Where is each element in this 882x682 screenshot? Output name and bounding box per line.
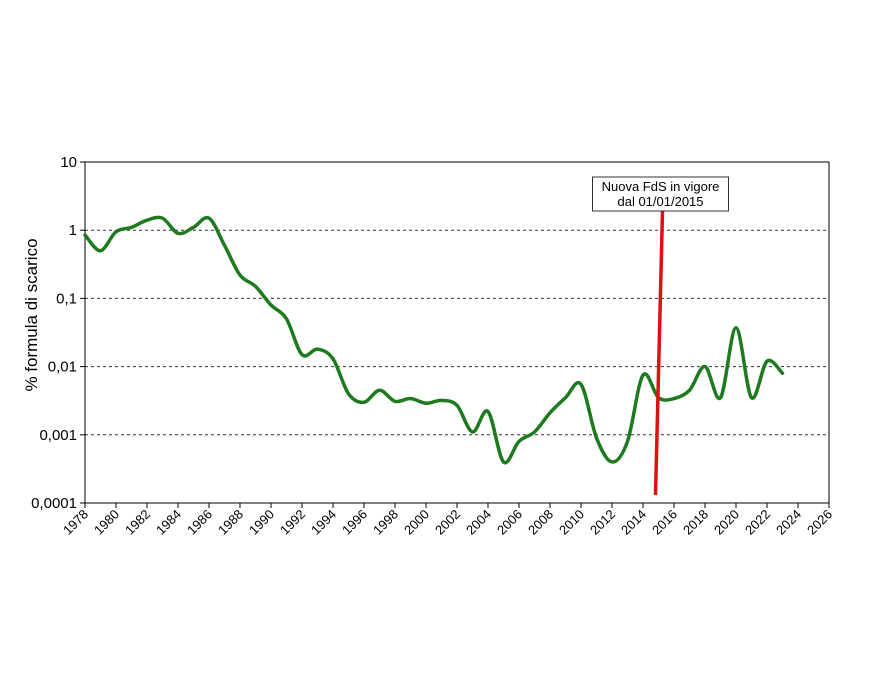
x-tick-label: 2026	[804, 507, 835, 538]
annotation-label-line2: dal 01/01/2015	[617, 194, 703, 209]
x-tick-label: 1986	[184, 507, 215, 538]
x-tick-label: 1982	[122, 507, 153, 538]
x-tick-label: 1984	[153, 507, 184, 538]
y-tick-label: 10	[60, 154, 77, 171]
annotation-label-line1: Nuova FdS in vigore	[602, 179, 720, 194]
x-tick-label: 2010	[556, 507, 587, 538]
x-tick-label: 2022	[742, 507, 773, 538]
x-tick-label: 2012	[587, 507, 618, 538]
x-tick-label: 2006	[494, 507, 525, 538]
y-tick-label: 1	[69, 222, 77, 239]
y-tick-label: 0,0001	[31, 495, 77, 512]
x-tick-label: 2024	[773, 507, 804, 538]
x-tick-label: 2000	[401, 507, 432, 538]
x-tick-label: 2018	[680, 507, 711, 538]
x-tick-label: 2004	[463, 507, 494, 538]
annotation-box	[592, 176, 729, 212]
annotation-line	[653, 210, 665, 496]
series	[83, 215, 785, 465]
plot-frame	[84, 161, 830, 504]
y-tick-label: 0,01	[48, 359, 77, 376]
x-tick-label: 1998	[370, 507, 401, 538]
x-tick-label: 1994	[308, 507, 339, 538]
x-tick-labels: 1978 1980 1982 1984 1986 1988 1990 1992 1994 1996…	[60, 507, 835, 538]
x-tick-label: 2016	[649, 507, 680, 538]
series-line	[83, 215, 785, 465]
x-tick-label: 1980	[91, 507, 122, 538]
y-tick-label: 0,1	[56, 290, 77, 307]
x-tick-label: 2002	[432, 507, 463, 538]
x-tick-label: 1990	[246, 507, 277, 538]
x-tick-label: 1988	[215, 507, 246, 538]
y-tick-labels: 10 1 0,1 0,01 0,001 0,0001	[31, 154, 77, 512]
x-tick-label: 2014	[618, 507, 649, 538]
x-tick-label: 2008	[525, 507, 556, 538]
y-tick-label: 0,001	[39, 427, 77, 444]
axes	[84, 161, 830, 504]
tick-marks	[80, 161, 830, 508]
y-axis-title: % formula di scarico	[22, 238, 41, 391]
x-tick-label: 1996	[339, 507, 370, 538]
x-tick-label: 2020	[711, 507, 742, 538]
x-tick-label: 1992	[277, 507, 308, 538]
